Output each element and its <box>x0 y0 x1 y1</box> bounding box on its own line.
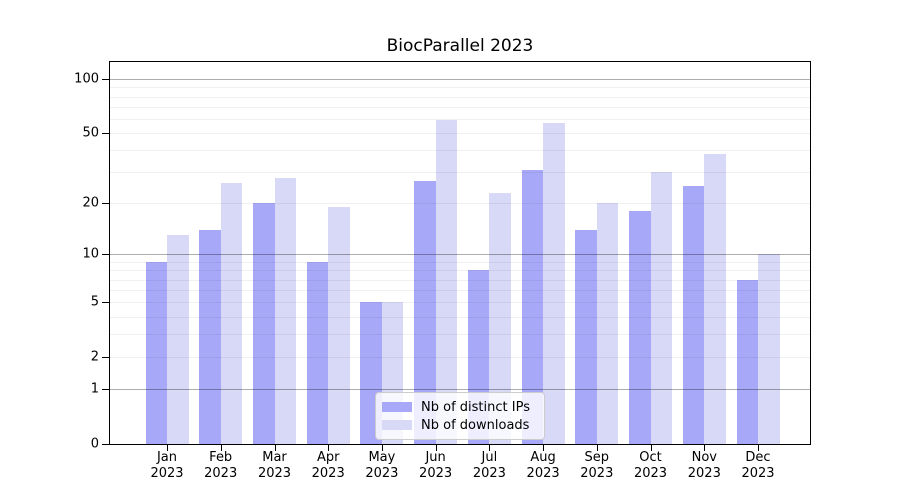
y-label-2: 2 <box>90 349 99 365</box>
bar-nov-downloads <box>704 154 726 444</box>
x-label-year: 2023 <box>419 466 453 481</box>
x-tick-dec <box>758 445 759 451</box>
legend-item-downloads: Nb of downloads <box>382 416 530 434</box>
x-label-month: Nov <box>691 450 717 465</box>
bar-aug-downloads <box>543 122 565 444</box>
x-label-jun: Jun 2023 <box>401 450 471 482</box>
x-label-year: 2023 <box>633 466 668 481</box>
bar-jun-distinct-ips <box>414 180 436 444</box>
x-label-year: 2023 <box>741 466 775 481</box>
y-tick-1 <box>102 389 109 391</box>
x-label-month: Mar <box>262 450 287 465</box>
x-label-jan: Jan 2023 <box>132 450 202 482</box>
y-tick-20 <box>102 203 109 205</box>
bar-sep-downloads <box>596 203 619 444</box>
x-label-year: 2023 <box>580 466 614 481</box>
legend-label-downloads: Nb of downloads <box>421 417 530 433</box>
y-label-100: 100 <box>74 71 99 87</box>
x-label-nov: Nov 2023 <box>669 450 739 482</box>
bar-sep-distinct-ips <box>575 229 597 444</box>
x-label-year: 2023 <box>526 466 560 481</box>
bar-aug-distinct-ips <box>521 169 544 444</box>
x-tick-aug <box>543 445 545 451</box>
x-label-aug: Aug 2023 <box>508 450 578 482</box>
x-label-year: 2023 <box>472 466 506 481</box>
x-label-month: Jul <box>481 450 498 465</box>
x-label-year: 2023 <box>150 466 184 481</box>
x-tick-sep <box>596 445 598 451</box>
plot-area: Nb of distinct IPs Nb of downloads <box>109 61 811 445</box>
bars-layer <box>110 62 810 444</box>
legend-swatch-downloads <box>382 420 413 430</box>
bar-jan-downloads <box>167 235 189 444</box>
x-tick-mar <box>274 445 276 451</box>
y-label-50: 50 <box>82 125 99 141</box>
bar-dec-distinct-ips <box>736 279 758 444</box>
bar-jun-downloads <box>435 120 458 444</box>
bar-oct-distinct-ips <box>629 211 651 444</box>
y-tick-0 <box>102 444 109 445</box>
x-tick-may <box>381 445 383 451</box>
x-tick-jan <box>167 445 168 451</box>
bar-feb-downloads <box>220 183 243 444</box>
x-tick-apr <box>328 445 330 451</box>
x-tick-jul <box>489 445 491 451</box>
y-tick-2 <box>102 357 109 359</box>
x-tick-oct <box>650 445 652 451</box>
legend: Nb of distinct IPs Nb of downloads <box>375 392 545 440</box>
bar-jul-downloads <box>489 192 511 444</box>
x-label-mar: Mar 2023 <box>240 450 310 482</box>
x-label-month: Jan <box>156 450 178 465</box>
bar-mar-distinct-ips <box>253 203 275 444</box>
x-label-apr: Apr 2023 <box>293 450 363 482</box>
x-tick-feb <box>220 445 222 451</box>
x-label-may: May 2023 <box>347 450 417 482</box>
x-label-dec: Dec 2023 <box>723 450 793 482</box>
y-tick-50 <box>102 133 109 134</box>
legend-item-distinct-ips: Nb of distinct IPs <box>382 398 530 416</box>
y-label-5: 5 <box>90 294 99 310</box>
y-tick-5 <box>102 302 109 304</box>
x-label-month: Sep <box>584 450 610 465</box>
x-label-month: May <box>368 450 396 465</box>
x-label-month: Dec <box>745 450 771 465</box>
x-label-year: 2023 <box>257 466 292 481</box>
bar-jan-distinct-ips <box>145 261 167 444</box>
x-tick-jun <box>435 445 437 451</box>
x-label-year: 2023 <box>204 466 238 481</box>
x-label-year: 2023 <box>311 466 345 481</box>
x-label-month: Feb <box>209 450 233 465</box>
x-label-month: Jun <box>425 450 446 465</box>
y-tick-10 <box>102 254 109 256</box>
x-label-year: 2023 <box>687 466 721 481</box>
y-label-20: 20 <box>82 195 99 211</box>
bar-apr-distinct-ips <box>306 261 329 444</box>
x-label-month: Oct <box>639 450 662 465</box>
x-label-sep: Sep 2023 <box>562 450 632 482</box>
bar-mar-downloads <box>274 177 296 444</box>
bar-feb-distinct-ips <box>199 229 221 444</box>
legend-swatch-distinct-ips <box>382 402 413 412</box>
bar-apr-downloads <box>328 207 350 444</box>
x-label-month: Aug <box>530 450 556 465</box>
x-label-jul: Jul 2023 <box>454 450 524 482</box>
x-label-year: 2023 <box>365 466 399 481</box>
chart-title: BiocParallel 2023 <box>386 36 534 56</box>
x-tick-nov <box>704 445 706 451</box>
y-tick-100 <box>102 79 109 80</box>
y-label-0: 0 <box>90 436 99 452</box>
bar-oct-downloads <box>650 172 672 444</box>
x-label-month: Apr <box>316 450 340 465</box>
x-label-oct: Oct 2023 <box>616 450 686 482</box>
x-label-feb: Feb 2023 <box>186 450 256 482</box>
y-label-1: 1 <box>90 381 99 397</box>
y-label-10: 10 <box>82 246 99 262</box>
legend-label-distinct-ips: Nb of distinct IPs <box>421 399 530 415</box>
bar-nov-distinct-ips <box>682 186 705 444</box>
bar-dec-downloads <box>758 254 780 444</box>
